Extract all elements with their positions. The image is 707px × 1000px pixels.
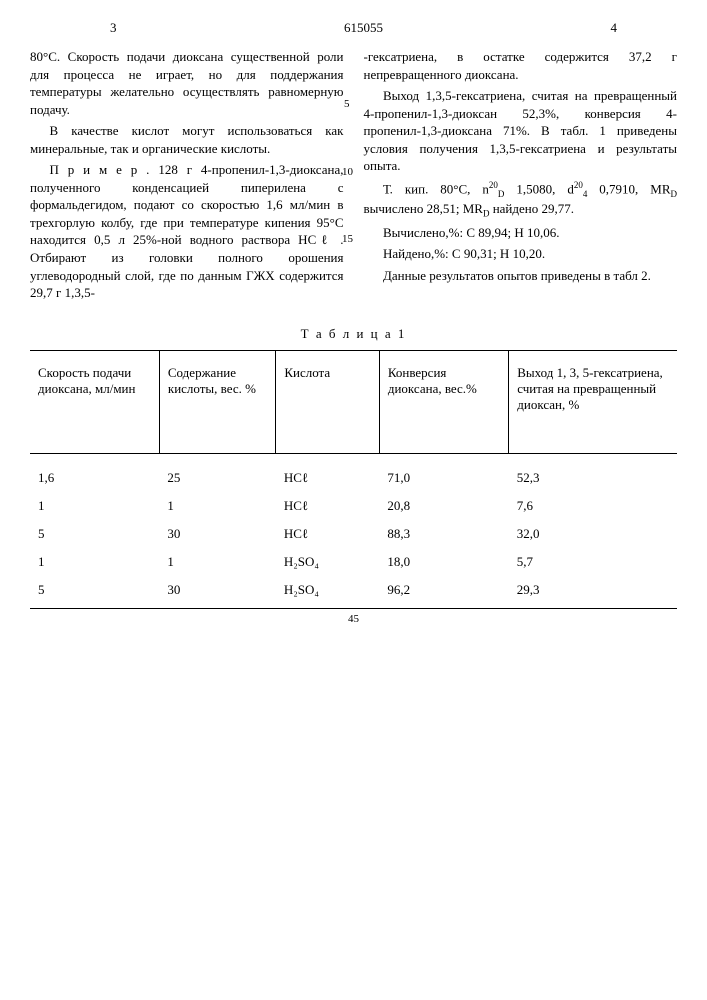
cell-acid-pct: 1 bbox=[159, 548, 275, 576]
cell-acid: H₂SO₄ bbox=[276, 548, 380, 576]
cell-rate: 5 bbox=[30, 520, 159, 548]
table-row: 1,6 25 HCℓ 71,0 52,3 bbox=[30, 453, 677, 492]
table-header-row: Скорость подачи диоксана, мл/мин Содержа… bbox=[30, 350, 677, 453]
page-left-num: 3 bbox=[110, 20, 117, 36]
table-row: 1 1 HCℓ 20,8 7,6 bbox=[30, 492, 677, 520]
left-p1: 80°С. Скорость подачи диоксана существен… bbox=[30, 48, 344, 118]
cell-conv: 96,2 bbox=[379, 576, 508, 609]
th-rate: Скорость подачи диоксана, мл/мин bbox=[30, 350, 159, 453]
cell-acid: HCℓ bbox=[276, 492, 380, 520]
right-p2: Выход 1,3,5-гексатриена, считая на превр… bbox=[364, 87, 678, 175]
right-p4: Вычислено,%: С 89,94; Н 10,06. bbox=[364, 224, 678, 242]
cell-acid: H₂SO₄ bbox=[276, 576, 380, 609]
right-p5: Найдено,%: С 90,31; Н 10,20. bbox=[364, 245, 678, 263]
th-acid-pct: Содержание кислоты, вес. % bbox=[159, 350, 275, 453]
left-p2: В качестве кислот могут использоваться к… bbox=[30, 122, 344, 157]
th-conv: Конверсия диоксана, вес.% bbox=[379, 350, 508, 453]
cell-conv: 88,3 bbox=[379, 520, 508, 548]
table-row: 1 1 H₂SO₄ 18,0 5,7 bbox=[30, 548, 677, 576]
cell-acid-pct: 25 bbox=[159, 453, 275, 492]
table-caption: Т а б л и ц а 1 bbox=[30, 326, 677, 342]
table-body: 1,6 25 HCℓ 71,0 52,3 1 1 HCℓ 20,8 7,6 5 … bbox=[30, 453, 677, 608]
two-column-text: 80°С. Скорость подачи диоксана существен… bbox=[30, 48, 677, 306]
right-column: -гексатриена, в остатке содержится 37,2 … bbox=[364, 48, 678, 306]
right-p6: Данные результатов опытов приведены в та… bbox=[364, 267, 678, 285]
page-header: 3 615055 4 bbox=[30, 20, 677, 36]
table-row: 5 30 HCℓ 88,3 32,0 bbox=[30, 520, 677, 548]
cell-yield: 5,7 bbox=[509, 548, 677, 576]
cell-conv: 18,0 bbox=[379, 548, 508, 576]
cell-conv: 71,0 bbox=[379, 453, 508, 492]
cell-yield: 52,3 bbox=[509, 453, 677, 492]
cell-yield: 32,0 bbox=[509, 520, 677, 548]
line-number-5: 5 bbox=[344, 98, 350, 110]
cell-conv: 20,8 bbox=[379, 492, 508, 520]
table-row: 5 30 H₂SO₄ 96,2 29,3 bbox=[30, 576, 677, 609]
line-number-15: 15 bbox=[342, 233, 353, 245]
left-p3: П р и м е р . 128 г 4-пропенил-1,3-диокс… bbox=[30, 161, 344, 301]
cell-acid-pct: 1 bbox=[159, 492, 275, 520]
cell-rate: 1 bbox=[30, 548, 159, 576]
th-acid: Кислота bbox=[276, 350, 380, 453]
right-p3: Т. кип. 80°С, n20D 1,5080, d204 0,7910, … bbox=[364, 179, 678, 220]
cell-rate: 5 bbox=[30, 576, 159, 609]
line-number-10: 10 bbox=[342, 166, 353, 178]
cell-acid-pct: 30 bbox=[159, 520, 275, 548]
cell-acid: HCℓ bbox=[276, 520, 380, 548]
cell-yield: 29,3 bbox=[509, 576, 677, 609]
right-p1: -гексатриена, в остатке содержится 37,2 … bbox=[364, 48, 678, 83]
results-table: Скорость подачи диоксана, мл/мин Содержа… bbox=[30, 350, 677, 609]
th-yield: Выход 1, 3, 5-гексатриена, считая на пре… bbox=[509, 350, 677, 453]
cell-rate: 1,6 bbox=[30, 453, 159, 492]
cell-rate: 1 bbox=[30, 492, 159, 520]
table-footer-num: 45 bbox=[30, 613, 677, 625]
document-number: 615055 bbox=[344, 20, 383, 36]
page-right-num: 4 bbox=[611, 20, 618, 36]
left-column: 80°С. Скорость подачи диоксана существен… bbox=[30, 48, 344, 306]
cell-acid: HCℓ bbox=[276, 453, 380, 492]
cell-yield: 7,6 bbox=[509, 492, 677, 520]
cell-acid-pct: 30 bbox=[159, 576, 275, 609]
